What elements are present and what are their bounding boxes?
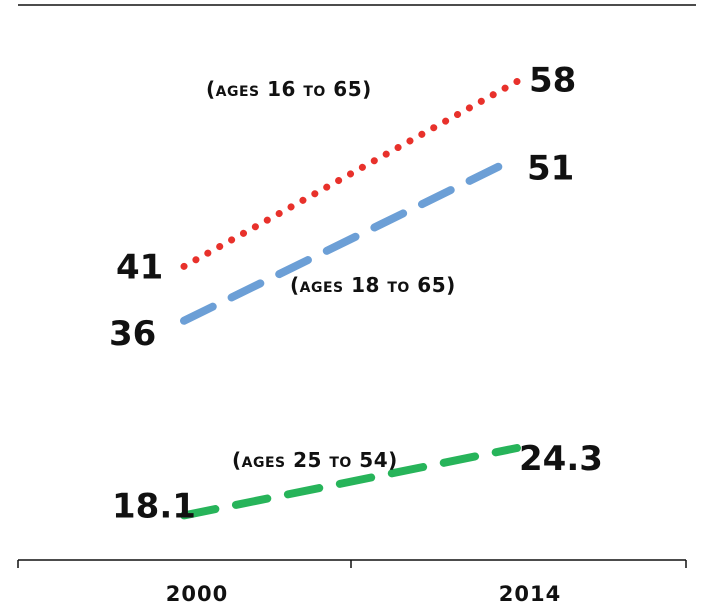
series-line [180,78,521,270]
x-tick-label: 2000 [166,582,228,606]
data-label: 18.1 [112,486,196,526]
data-label: 58 [529,61,576,101]
series-annotation: (ages 18 to 65) [290,273,456,297]
series-layer [180,78,521,520]
x-tick-label: 2014 [499,582,561,606]
data-label: 41 [116,247,163,287]
data-label: 51 [527,149,574,189]
data-label: 36 [109,314,156,354]
series-annotation: (ages 16 to 65) [206,77,372,101]
data-label: 24.3 [519,439,603,479]
series-line [180,443,521,520]
series-line [180,153,521,325]
series-annotation: (ages 25 to 54) [232,448,398,472]
label-layer: 41 58 (ages 16 to 65) 36 51 (ages 18 to 65) 18… [109,61,603,607]
